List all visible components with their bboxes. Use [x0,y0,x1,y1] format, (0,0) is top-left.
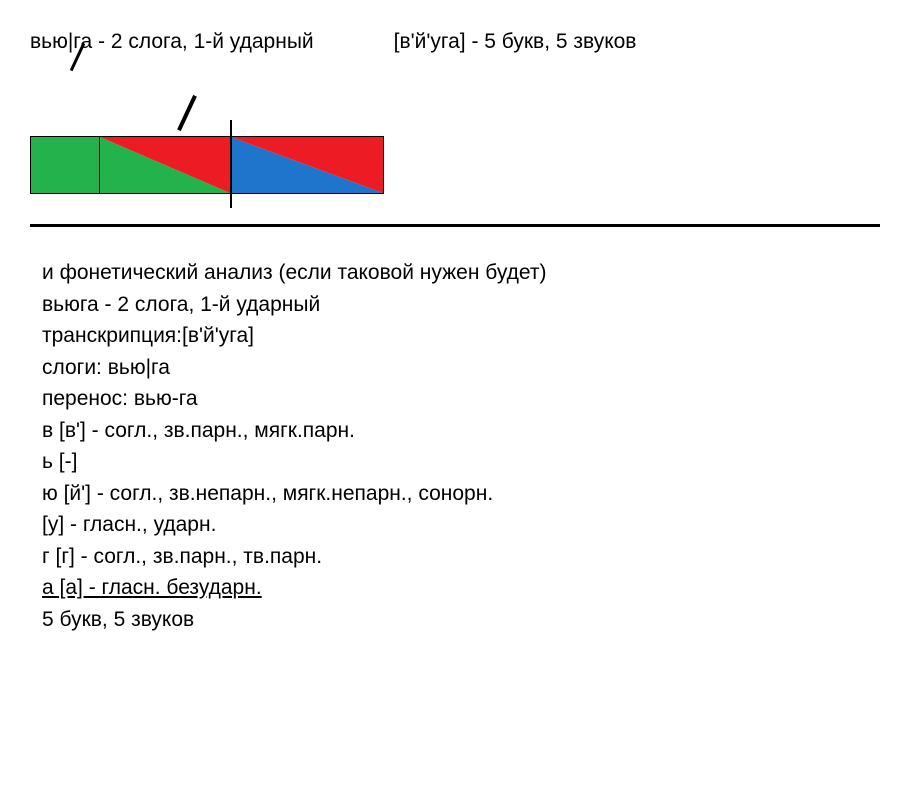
syllable-boxes [30,136,384,194]
section-divider [30,224,880,227]
analysis-letter-a: а [а] - гласн. безударн. [42,572,880,604]
analysis-summary: 5 букв, 5 звуков [42,604,880,636]
word-syllable-info: вью|га - 2 слога, 1-й ударный [30,30,314,54]
sound-box-merged-green-red [100,136,231,194]
sound-box-merged-blue-red [231,136,384,194]
analysis-intro: и фонетический анализ (если таковой нуже… [42,257,880,289]
syllable-diagram [30,74,880,204]
analysis-letter-v: в [в'] - согл., зв.парн., мягк.парн. [42,415,880,447]
stress-mark-icon [177,95,197,131]
sound-box-consonant-soft [30,136,100,194]
header-row: вью|га - 2 слога, 1-й ударный [в'й'уга] … [30,30,880,54]
analysis-letter-softsign: ь [-] [42,446,880,478]
analysis-hyphenation: перенос: вью-га [42,383,880,415]
syllable-divider-icon [230,120,232,208]
analysis-letter-g: г [г] - согл., зв.парн., тв.парн. [42,541,880,573]
analysis-letter-yu-vowel: [у] - гласн., ударн. [42,509,880,541]
analysis-syllables: слоги: вью|га [42,352,880,384]
transcription-summary: [в'й'уга] - 5 букв, 5 звуков [394,30,637,54]
analysis-letter-yu: ю [й'] - согл., зв.непарн., мягк.непарн.… [42,478,880,510]
phonetic-analysis: и фонетический анализ (если таковой нуже… [42,257,880,635]
analysis-transcription: транскрипция:[в'й'уга] [42,320,880,352]
analysis-word-line: вьюга - 2 слога, 1-й ударный [42,289,880,321]
